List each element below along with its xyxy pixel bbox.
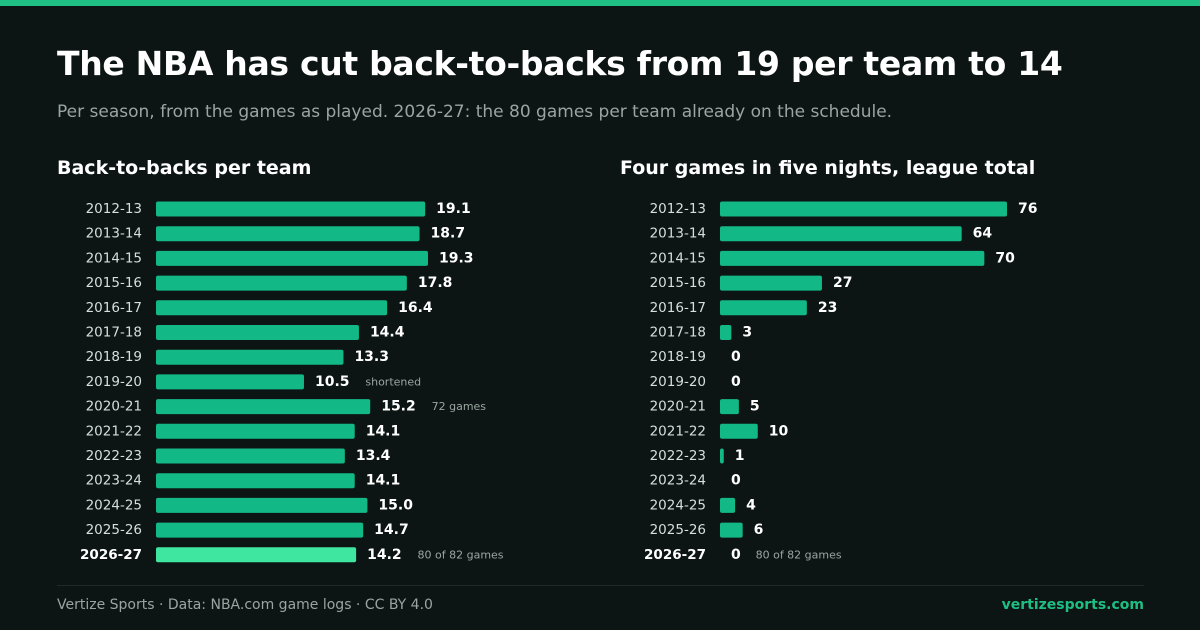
left-value-label: 19.1 bbox=[436, 201, 471, 217]
left-value-label: 10.5 bbox=[315, 374, 350, 390]
left-category-label: 2026-27 bbox=[80, 547, 142, 563]
left-value-label: 15.0 bbox=[378, 497, 413, 513]
right-bar bbox=[720, 497, 736, 513]
left-value-label: 14.1 bbox=[366, 473, 401, 489]
left-category-label: 2015-16 bbox=[86, 275, 142, 291]
left-bar bbox=[156, 423, 355, 439]
left-category-label: 2020-21 bbox=[86, 399, 142, 415]
right-value-label: 0 bbox=[731, 374, 741, 390]
right-value-label: 23 bbox=[818, 300, 837, 316]
footer-divider bbox=[57, 585, 1144, 586]
right-category-label: 2021-22 bbox=[650, 423, 706, 439]
left-value-label: 14.4 bbox=[370, 325, 405, 341]
left-value-label: 16.4 bbox=[398, 300, 433, 316]
right-value-label: 1 bbox=[735, 448, 745, 464]
left-bar bbox=[156, 349, 344, 365]
right-category-label: 2016-17 bbox=[650, 300, 706, 316]
left-category-label: 2021-22 bbox=[86, 423, 142, 439]
page-subtitle: Per season, from the games as played. 20… bbox=[57, 102, 893, 122]
right-bar bbox=[720, 399, 739, 415]
left-value-label: 15.2 bbox=[381, 399, 416, 415]
left-category-label: 2022-23 bbox=[86, 448, 142, 464]
right-bar bbox=[720, 250, 985, 266]
left-value-label: 14.2 bbox=[367, 547, 402, 563]
page-title: The NBA has cut back-to-backs from 19 pe… bbox=[57, 44, 1063, 83]
left-category-label: 2019-20 bbox=[86, 374, 142, 390]
right-value-label: 76 bbox=[1018, 201, 1037, 217]
left-bar-note: 72 games bbox=[432, 400, 487, 413]
right-value-label: 64 bbox=[973, 226, 993, 242]
right-category-label: 2017-18 bbox=[650, 325, 706, 341]
left-bar bbox=[156, 300, 388, 316]
right-bar bbox=[720, 201, 1007, 217]
right-category-label: 2024-25 bbox=[650, 497, 706, 513]
left-category-label: 2014-15 bbox=[86, 250, 142, 266]
right-bar bbox=[720, 300, 807, 316]
right-category-label: 2018-19 bbox=[650, 349, 706, 365]
right-value-label: 0 bbox=[731, 473, 741, 489]
right-chart-title: Four games in five nights, league total bbox=[620, 157, 1036, 179]
left-value-label: 14.7 bbox=[374, 522, 409, 538]
left-bar bbox=[156, 448, 345, 464]
right-value-label: 3 bbox=[742, 325, 752, 341]
left-bar bbox=[156, 399, 371, 415]
right-category-label: 2015-16 bbox=[650, 275, 706, 291]
right-value-label: 70 bbox=[995, 250, 1015, 266]
left-bar bbox=[156, 325, 359, 340]
right-bar bbox=[720, 226, 962, 242]
left-category-label: 2017-18 bbox=[86, 325, 142, 341]
left-bar bbox=[156, 522, 364, 538]
right-bar bbox=[720, 325, 732, 340]
right-value-label: 0 bbox=[731, 547, 741, 563]
left-bar bbox=[156, 547, 357, 563]
left-value-label: 19.3 bbox=[439, 250, 474, 266]
left-bar bbox=[156, 497, 368, 513]
right-category-label: 2023-24 bbox=[650, 473, 706, 489]
top-accent-bar bbox=[0, 0, 1200, 6]
left-bar bbox=[156, 374, 304, 390]
left-category-label: 2016-17 bbox=[86, 300, 142, 316]
left-category-label: 2018-19 bbox=[86, 349, 142, 365]
left-value-label: 17.8 bbox=[418, 275, 453, 291]
left-category-label: 2013-14 bbox=[86, 226, 142, 242]
right-bar bbox=[720, 522, 743, 538]
right-value-label: 6 bbox=[754, 522, 764, 538]
right-value-label: 27 bbox=[833, 275, 852, 291]
right-value-label: 4 bbox=[746, 497, 756, 513]
left-bar bbox=[156, 250, 428, 266]
right-value-label: 0 bbox=[731, 349, 741, 365]
left-value-label: 13.3 bbox=[354, 349, 389, 365]
left-chart-title: Back-to-backs per team bbox=[57, 157, 312, 179]
right-category-label: 2025-26 bbox=[650, 522, 706, 538]
right-bar-note: 80 of 82 games bbox=[756, 548, 842, 561]
left-bar bbox=[156, 473, 355, 489]
left-category-label: 2012-13 bbox=[86, 201, 142, 217]
right-category-label: 2019-20 bbox=[650, 374, 706, 390]
right-category-label: 2026-27 bbox=[644, 547, 706, 563]
footer-site-link[interactable]: vertizesports.com bbox=[1001, 597, 1144, 613]
right-value-label: 10 bbox=[769, 423, 789, 439]
right-category-label: 2013-14 bbox=[650, 226, 706, 242]
left-bar bbox=[156, 275, 407, 291]
left-bar-note: shortened bbox=[365, 375, 421, 388]
left-bar bbox=[156, 201, 426, 217]
left-value-label: 18.7 bbox=[431, 226, 466, 242]
left-bar-note: 80 of 82 games bbox=[418, 548, 504, 561]
right-value-label: 5 bbox=[750, 399, 760, 415]
right-category-label: 2022-23 bbox=[650, 448, 706, 464]
right-category-label: 2020-21 bbox=[650, 399, 706, 415]
right-bar bbox=[720, 448, 724, 464]
left-category-label: 2023-24 bbox=[86, 473, 142, 489]
right-category-label: 2012-13 bbox=[650, 201, 706, 217]
footer-credit: Vertize Sports · Data: NBA.com game logs… bbox=[57, 597, 433, 613]
left-value-label: 13.4 bbox=[356, 448, 391, 464]
left-category-label: 2025-26 bbox=[86, 522, 142, 538]
right-bar bbox=[720, 275, 822, 291]
left-bar bbox=[156, 226, 420, 242]
left-value-label: 14.1 bbox=[366, 423, 401, 439]
right-bar bbox=[720, 423, 758, 439]
right-category-label: 2014-15 bbox=[650, 250, 706, 266]
left-category-label: 2024-25 bbox=[86, 497, 142, 513]
